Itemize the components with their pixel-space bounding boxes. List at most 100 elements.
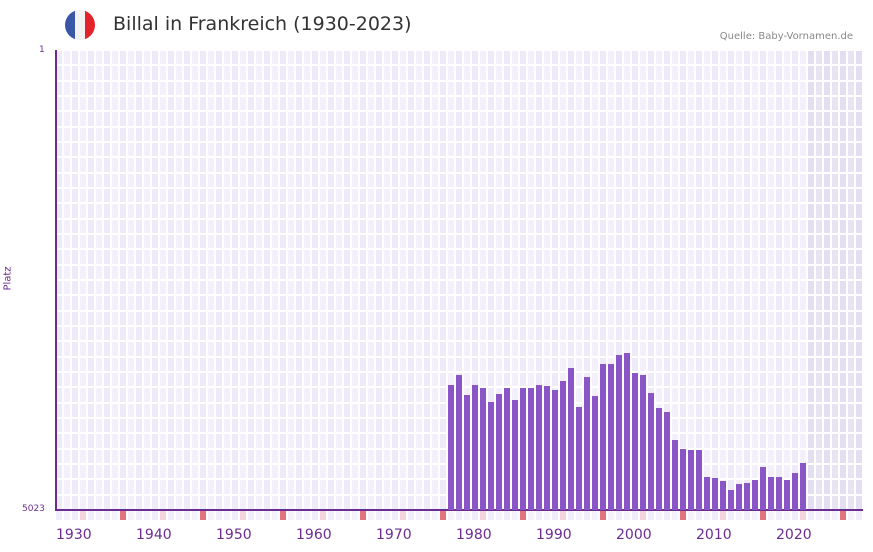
grid-cell (408, 173, 414, 187)
grid-cell (760, 81, 766, 95)
x-tick-marker (336, 511, 342, 520)
bar-2007[interactable] (672, 440, 678, 510)
grid-cell (80, 66, 86, 80)
grid-cell (784, 326, 790, 341)
bar-1985[interactable] (496, 393, 502, 510)
bar-2006[interactable] (664, 411, 670, 510)
bar-1979[interactable] (448, 384, 454, 510)
grid-cell (600, 280, 606, 295)
grid-cell (368, 158, 374, 172)
bar-2020[interactable] (776, 477, 782, 510)
grid-cell (800, 234, 806, 249)
bar-2013[interactable] (720, 481, 726, 510)
grid-cell (272, 372, 278, 387)
bar-2000[interactable] (616, 355, 622, 510)
grid-cell (528, 219, 534, 233)
grid-cell (304, 388, 310, 402)
grid-cell (720, 173, 726, 187)
bar-1989[interactable] (528, 387, 534, 510)
bar-1984[interactable] (488, 401, 494, 510)
grid-cell (392, 357, 398, 371)
bar-1981[interactable] (464, 394, 470, 510)
bar-2005[interactable] (656, 407, 662, 510)
grid-cell (80, 342, 86, 356)
bar-2008[interactable] (680, 448, 686, 510)
grid-cell (736, 372, 742, 387)
grid-cell (192, 357, 198, 371)
grid-cell (488, 127, 494, 141)
bar-2017[interactable] (752, 480, 758, 510)
bar-1983[interactable] (480, 387, 486, 510)
grid-cell (176, 372, 182, 387)
bar-1991[interactable] (544, 385, 550, 510)
bar-2014[interactable] (728, 490, 734, 510)
grid-cell (856, 388, 862, 402)
bar-1995[interactable] (576, 406, 582, 510)
bar-2011[interactable] (704, 477, 710, 510)
grid-cell (296, 127, 302, 141)
grid-cell (752, 219, 758, 233)
grid-cell (696, 372, 702, 387)
bar-2015[interactable] (736, 484, 742, 510)
grid-cell (592, 388, 598, 402)
grid-cell (248, 265, 254, 279)
bar-1982[interactable] (472, 384, 478, 510)
grid-cell (552, 158, 558, 172)
bar-1992[interactable] (552, 389, 558, 510)
grid-cell (360, 66, 366, 80)
grid-cell (392, 96, 398, 111)
grid-cell (448, 173, 454, 187)
bar-2021[interactable] (784, 480, 790, 510)
bar-1999[interactable] (608, 363, 614, 510)
grid-cell (64, 250, 70, 264)
bar-2002[interactable] (632, 372, 638, 510)
bar-1990[interactable] (536, 384, 542, 510)
bar-2016[interactable] (744, 483, 750, 510)
bar-1996[interactable] (584, 376, 590, 510)
bar-1988[interactable] (520, 387, 526, 510)
grid-cell (464, 96, 470, 111)
grid-cell (784, 296, 790, 310)
bar-2010[interactable] (696, 450, 702, 510)
grid-cell (384, 250, 390, 264)
grid-cell (624, 81, 630, 95)
bar-2004[interactable] (648, 392, 654, 510)
grid-cell (680, 142, 686, 157)
grid-cell (488, 311, 494, 325)
bar-1980[interactable] (456, 374, 462, 510)
bar-1994[interactable] (568, 367, 574, 510)
bar-2022[interactable] (792, 473, 798, 510)
bar-1986[interactable] (504, 387, 510, 510)
grid-cell (160, 81, 166, 95)
grid-cell (656, 66, 662, 80)
grid-cell (128, 449, 134, 463)
grid-cell (784, 81, 790, 95)
bar-2018[interactable] (760, 467, 766, 510)
grid-cell (504, 204, 510, 218)
grid-cell (344, 418, 350, 433)
bar-2001[interactable] (624, 353, 630, 510)
bar-2012[interactable] (712, 478, 718, 510)
grid-cell (448, 204, 454, 218)
bar-2003[interactable] (640, 374, 646, 510)
grid-cell (392, 296, 398, 310)
bar-2009[interactable] (688, 450, 694, 510)
grid-cell (376, 311, 382, 325)
grid-cell (392, 311, 398, 325)
grid-cell (824, 112, 830, 126)
grid-cell (136, 311, 142, 325)
grid-cell (840, 418, 846, 433)
bar-1993[interactable] (560, 380, 566, 510)
bar-1998[interactable] (600, 363, 606, 510)
grid-cell (224, 495, 230, 509)
bar-2019[interactable] (768, 477, 774, 510)
bar-1997[interactable] (592, 395, 598, 510)
grid-cell (304, 158, 310, 172)
bar-2023[interactable] (800, 463, 806, 510)
grid-cell (672, 388, 678, 402)
grid-cell (848, 188, 854, 203)
grid-cell (560, 127, 566, 141)
grid-cell (624, 342, 630, 356)
bar-1987[interactable] (512, 399, 518, 510)
grid-cell (488, 81, 494, 95)
